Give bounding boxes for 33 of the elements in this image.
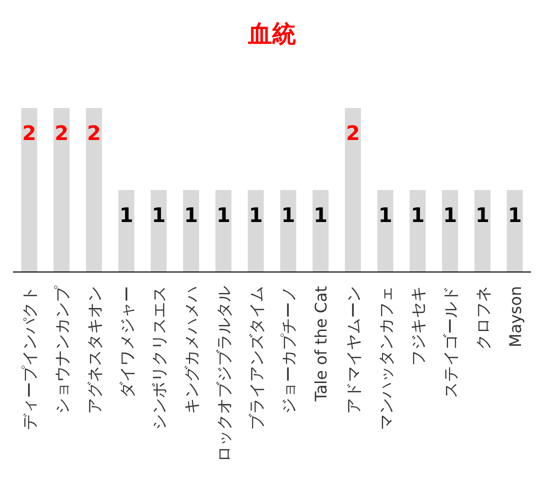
data-label: 2 <box>22 121 36 145</box>
data-label: 1 <box>443 203 458 227</box>
x-tick-label: マンハッタンカフェ <box>376 286 396 430</box>
x-tick-label: ロックオブジブラルタル <box>214 286 234 462</box>
data-label: 1 <box>152 203 166 227</box>
chart-title: 血統 <box>247 20 296 48</box>
x-tick-label: フジキセキ <box>408 286 428 366</box>
data-label: 2 <box>346 121 360 145</box>
data-label: 1 <box>410 203 425 227</box>
x-tick-label: ブライアンズタイム <box>246 286 266 430</box>
data-label: 1 <box>248 203 263 227</box>
x-tick-label: ジョーカプチーノ <box>279 286 298 414</box>
x-tick-label: キングカメハメハ <box>182 286 202 414</box>
x-tick-label: アグネスタキオン <box>84 286 104 414</box>
x-tick-label: ディープインパクト <box>20 286 40 430</box>
data-label: 1 <box>314 203 328 227</box>
x-tick-label: ショウナンカンプ <box>52 285 72 414</box>
x-tick-label: Tale of the Cat <box>312 286 331 402</box>
x-tick-label: クロフネ <box>473 286 492 350</box>
data-label: 1 <box>184 203 198 227</box>
data-label: 2 <box>54 121 69 145</box>
data-label: 1 <box>216 203 230 227</box>
data-label: 2 <box>86 121 101 145</box>
data-label: 1 <box>281 203 296 227</box>
data-label: 1 <box>378 203 392 227</box>
x-tick-label: Mayson <box>506 286 525 348</box>
x-tick-label: アドマイヤムーン <box>344 286 363 414</box>
x-tick-label: シンボリクリスエス <box>150 286 169 430</box>
data-label: 1 <box>475 203 490 227</box>
x-tick-label: ダイワメジャー <box>117 286 136 398</box>
data-label: 1 <box>119 203 134 227</box>
x-tick-label: ステイゴールド <box>441 286 460 398</box>
data-label: 1 <box>508 203 522 227</box>
